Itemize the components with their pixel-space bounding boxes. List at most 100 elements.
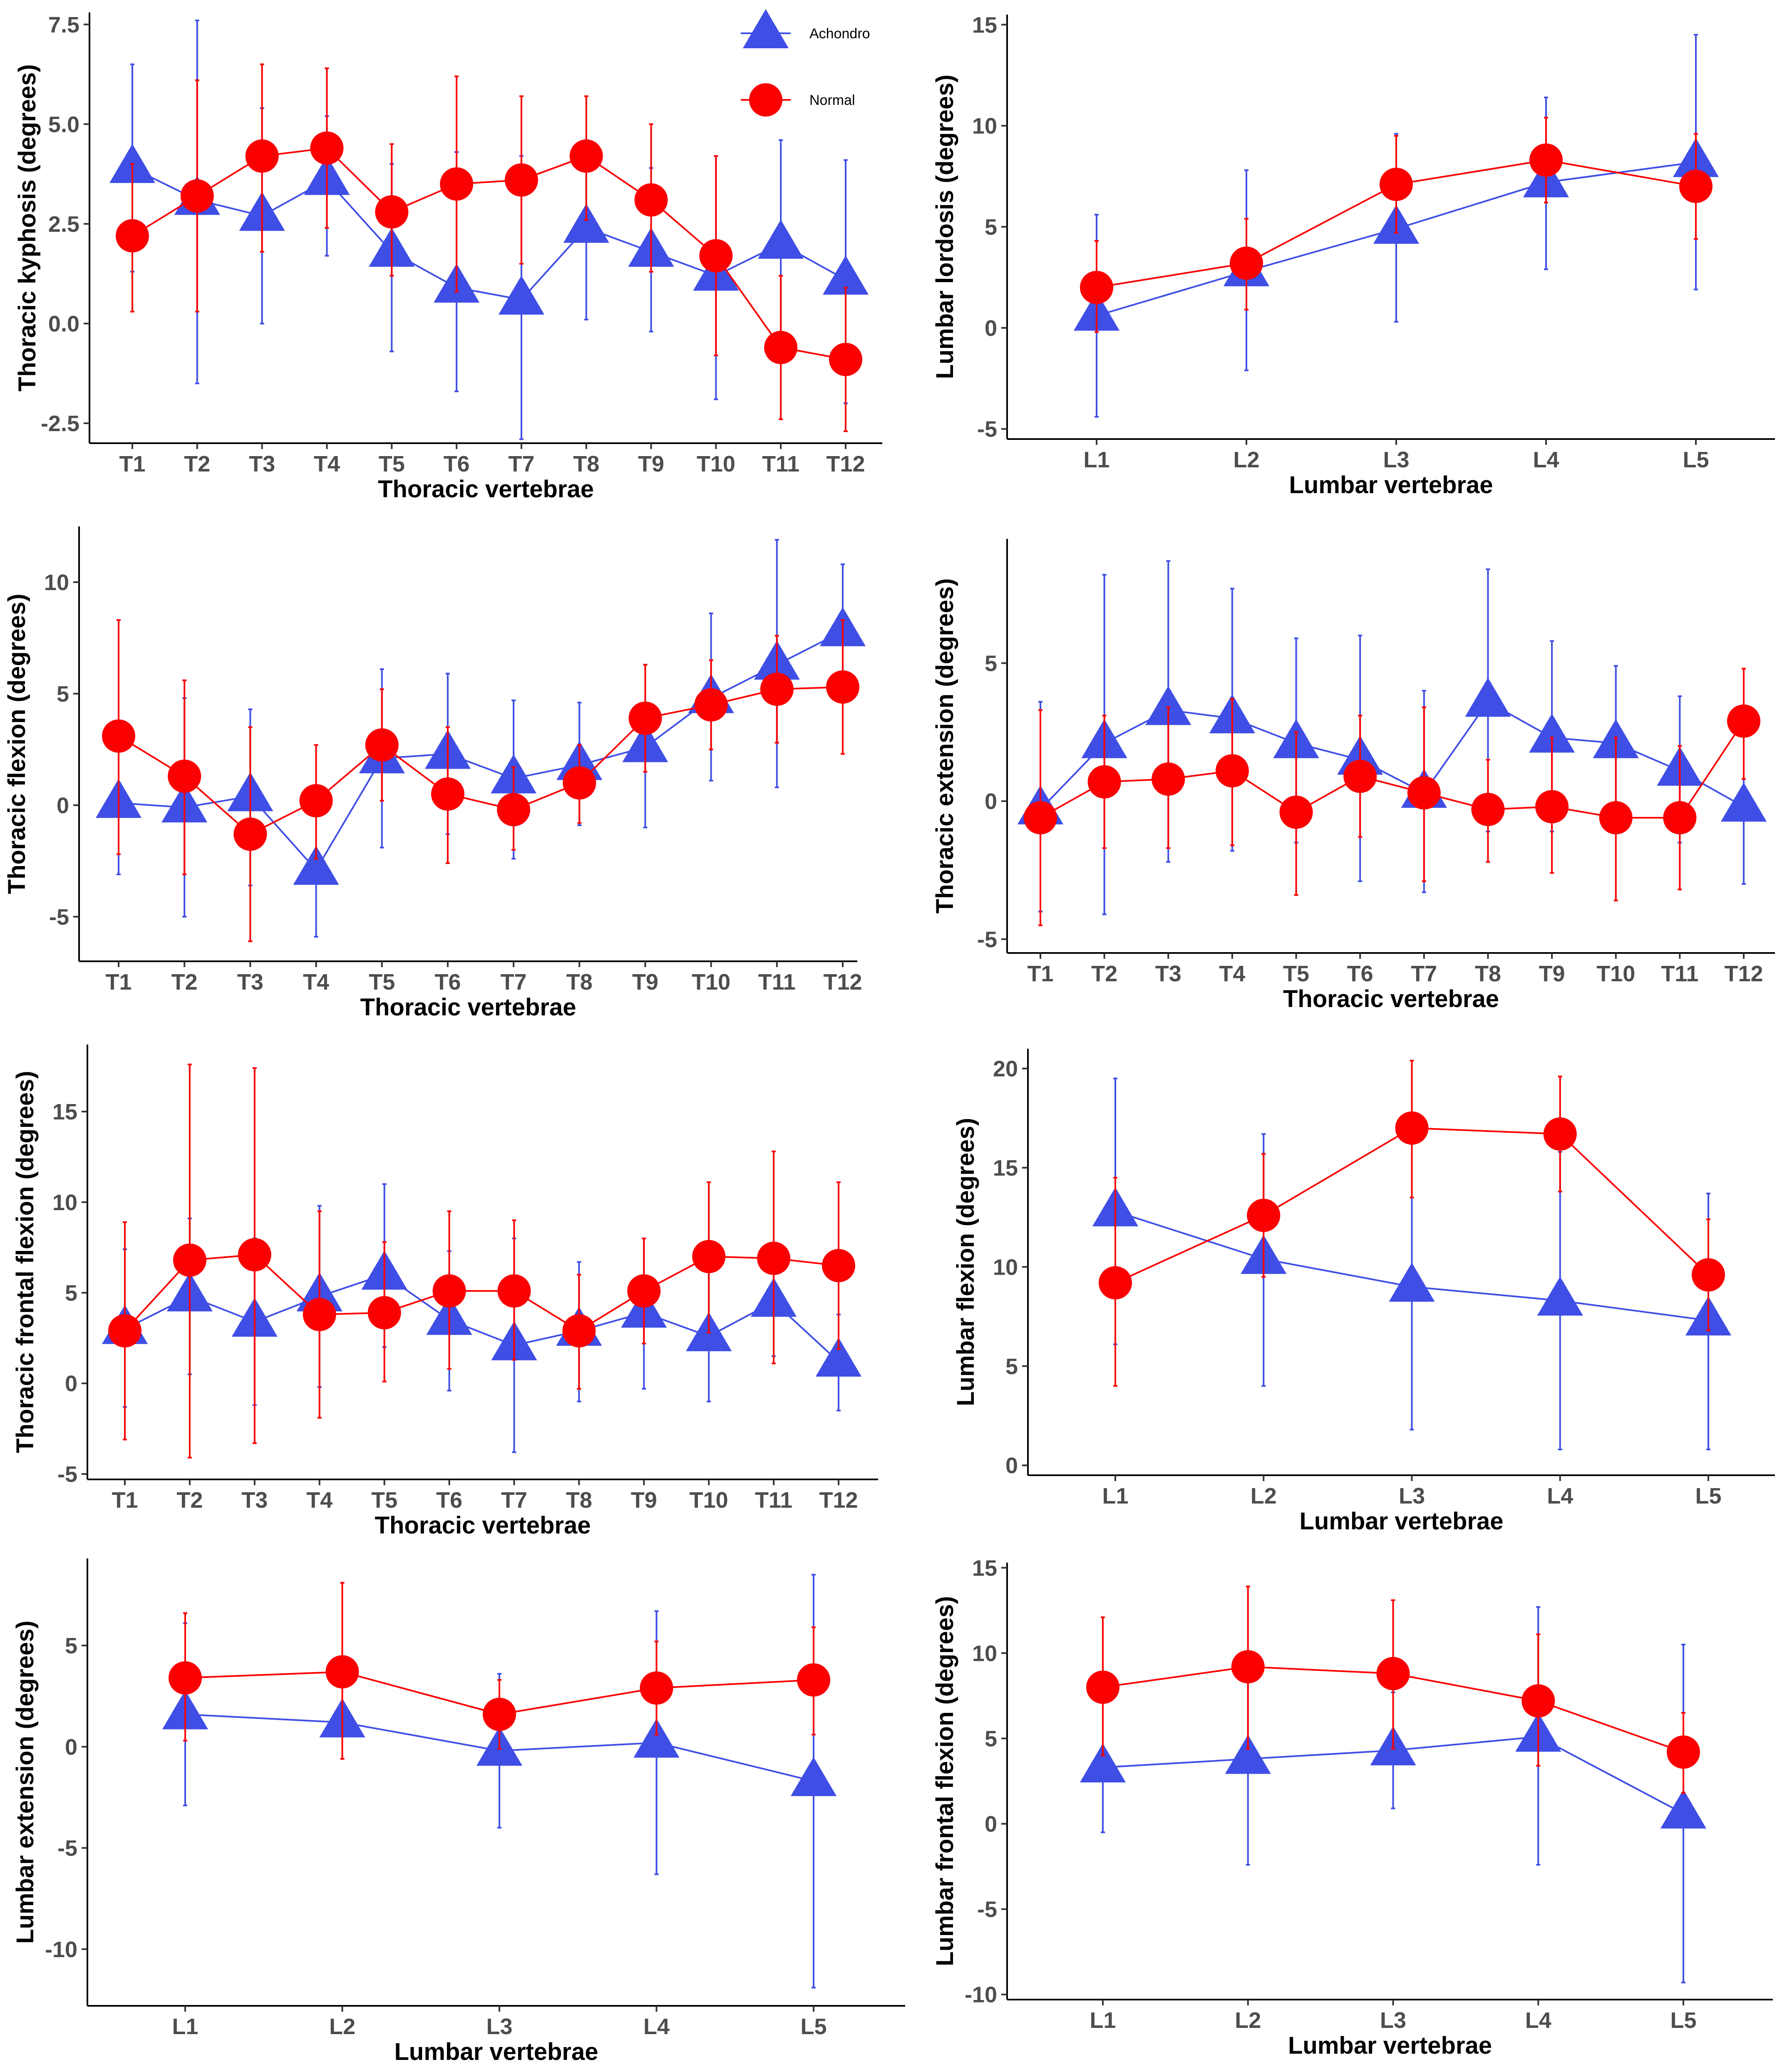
y-tick-label: 0 xyxy=(1005,1453,1018,1478)
x-tick-label: T12 xyxy=(823,970,862,995)
legend-label: Normal xyxy=(809,92,855,108)
data-point-circle xyxy=(431,777,464,811)
x-tick-label: T3 xyxy=(237,970,263,995)
series-line xyxy=(124,1273,839,1362)
x-tick-label: L5 xyxy=(1695,1484,1721,1509)
data-point-circle xyxy=(1692,1258,1725,1292)
x-tick-label: T10 xyxy=(697,452,735,476)
series-line xyxy=(1040,720,1745,819)
data-point-triangle xyxy=(1225,1735,1271,1774)
y-tick-label: -5 xyxy=(977,417,997,442)
data-point-circle xyxy=(1395,1111,1429,1145)
x-tick-label: T3 xyxy=(1155,961,1181,986)
x-tick-label: T4 xyxy=(314,452,340,476)
chart-panel-1: -2.5 0.0 2.5 5.0 7.5 T1 T2 T3 T4 T5 T6 T7 T8 T9 T10 T11… xyxy=(14,12,882,503)
series-line xyxy=(124,1254,839,1332)
data-point-circle xyxy=(497,793,531,826)
y-tick-label: 15 xyxy=(972,12,997,37)
y-tick-label: 20 xyxy=(993,1057,1018,1082)
y-tick-label: 5 xyxy=(1005,1354,1018,1379)
data-point-circle xyxy=(1152,762,1185,796)
data-point-triangle xyxy=(1537,1276,1583,1316)
x-tick-label: L5 xyxy=(800,2014,827,2039)
data-point-circle xyxy=(440,167,474,201)
y-axis-title: Lumbar lordosis (degrees) xyxy=(931,74,958,379)
x-tick-label: T9 xyxy=(632,970,658,995)
x-tick-label: T8 xyxy=(566,970,593,995)
y-axis-title: Thoracic kyphosis (degrees) xyxy=(14,64,41,391)
data-point-circle xyxy=(375,195,409,229)
x-tick-label: T2 xyxy=(1091,961,1117,986)
x-tick-label: T7 xyxy=(508,452,534,476)
series-achondro xyxy=(102,1183,862,1453)
data-point-circle xyxy=(1543,1117,1577,1151)
x-tick-label: T3 xyxy=(249,452,275,476)
x-axis-title: Lumbar vertebrae xyxy=(1288,2032,1492,2059)
x-tick-label: T12 xyxy=(819,1488,858,1513)
chart-panel-8: -10 -5 0 5 10 15 L1 L2 L3 L4 L5 Lumbar vertebrae Lum… xyxy=(931,1556,1773,2059)
series-line xyxy=(132,167,846,301)
x-tick-label: L5 xyxy=(1670,2008,1696,2033)
y-tick-label: -10 xyxy=(45,1937,77,1962)
x-tick-label: T10 xyxy=(690,1488,728,1513)
x-tick-label: T10 xyxy=(692,970,730,995)
x-tick-label: L4 xyxy=(1547,1484,1573,1509)
data-point-circle xyxy=(173,1243,206,1277)
y-tick-label: -5 xyxy=(57,1462,77,1487)
x-tick-label: T6 xyxy=(1347,961,1373,986)
y-tick-label: 2.5 xyxy=(48,212,79,237)
chart-panel-4: -5 0 5 T1 T2 T3 T4 T5 T6 T7 T8 T9 T10 T11 T12 Thoracic … xyxy=(931,539,1775,1012)
data-point-triangle xyxy=(563,203,609,243)
x-tick-label: T12 xyxy=(826,452,865,476)
data-point-circle xyxy=(1099,1266,1132,1300)
x-tick-label: L1 xyxy=(172,2014,198,2039)
y-tick-label: 10 xyxy=(993,1255,1018,1280)
x-tick-label: T11 xyxy=(1661,961,1698,986)
x-tick-label: L5 xyxy=(1683,447,1709,472)
data-point-triangle xyxy=(633,1718,680,1758)
data-point-circle xyxy=(1247,1199,1281,1232)
chart-panel-5: -5 0 5 10 15 T1 T2 T3 T4 T5 T6 T7 T8 T9 T10 T11 T12 Thora… xyxy=(12,1045,878,1539)
data-point-circle xyxy=(1215,754,1249,788)
data-point-circle xyxy=(1080,270,1113,304)
x-tick-label: T6 xyxy=(436,1488,462,1513)
data-point-circle xyxy=(432,1274,466,1308)
data-point-circle xyxy=(1535,790,1569,824)
x-tick-label: T5 xyxy=(369,970,395,995)
data-point-circle xyxy=(699,239,733,273)
x-tick-label: T2 xyxy=(184,452,210,476)
y-tick-label: 5 xyxy=(985,1726,997,1751)
data-point-circle xyxy=(760,672,794,706)
y-tick-label: 10 xyxy=(44,570,69,595)
data-point-circle xyxy=(1231,1650,1265,1684)
series-line xyxy=(118,686,843,835)
data-point-circle xyxy=(822,1249,855,1283)
series-achondro xyxy=(95,539,866,938)
data-point-circle xyxy=(497,1274,531,1308)
series-normal xyxy=(1024,668,1760,926)
chart-panel-6: 0 5 10 15 20 L1 L2 L3 L4 L5 Lumbar vertebrae Lumbar… xyxy=(952,1049,1775,1535)
y-tick-label: 10 xyxy=(972,114,997,139)
x-tick-label: L3 xyxy=(1380,2008,1406,2033)
x-tick-label: T4 xyxy=(1219,961,1245,986)
data-point-circle xyxy=(367,1296,401,1330)
data-point-circle xyxy=(634,183,668,217)
y-tick-label: 0.0 xyxy=(48,312,79,337)
legend-triangle-icon xyxy=(742,9,789,48)
x-tick-label: L2 xyxy=(1233,447,1259,472)
chart-panel-3: -5 0 5 10 T1 T2 T3 T4 T5 T6 T7 T8 T9 T10 T11 T12 Thoraci… xyxy=(3,526,866,1021)
data-point-circle xyxy=(1376,1657,1410,1690)
data-point-circle xyxy=(108,1314,141,1347)
y-tick-label: 0 xyxy=(985,316,997,341)
x-tick-label: L1 xyxy=(1102,1484,1128,1509)
data-point-circle xyxy=(365,728,399,762)
data-point-circle xyxy=(627,1274,661,1308)
data-point-circle xyxy=(764,331,798,364)
legend-circle-icon xyxy=(749,83,782,117)
data-point-circle xyxy=(180,179,214,213)
x-axis-title: Thoracic vertebrae xyxy=(378,476,594,503)
data-point-circle xyxy=(1024,801,1057,834)
x-tick-label: T5 xyxy=(371,1488,397,1513)
y-axis-title: Lumbar flexion (degrees) xyxy=(952,1118,979,1406)
x-tick-label: T11 xyxy=(758,970,796,995)
